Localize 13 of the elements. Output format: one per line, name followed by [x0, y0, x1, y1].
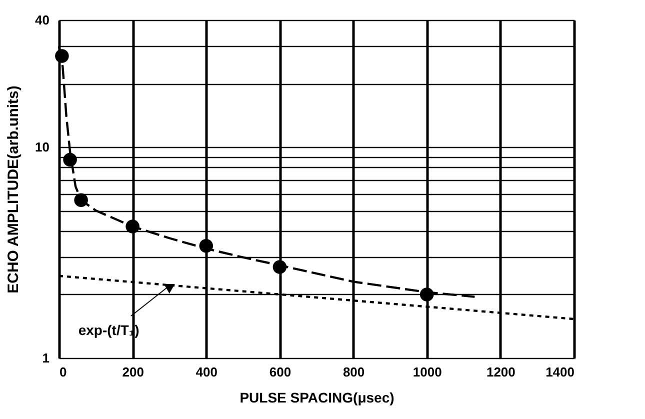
x-axis-title: PULSE SPACING(μsec) — [240, 390, 394, 406]
y-tick-label: 10 — [35, 140, 50, 155]
x-tick-label: 600 — [269, 364, 292, 380]
y-axis-title: ECHO AMPLITUDE(arb.units) — [5, 86, 22, 294]
x-tick-label: 0 — [60, 364, 67, 380]
y-tick-label: 1 — [42, 350, 50, 366]
y-tick-label: 40 — [35, 12, 50, 28]
x-tick-label: 800 — [342, 364, 365, 380]
x-tick-label: 400 — [196, 364, 218, 380]
x-tick-label: 1400 — [546, 364, 574, 380]
x-tick-label: 1200 — [486, 364, 516, 380]
x-tick-label: 200 — [122, 364, 144, 380]
x-tick-label: 1000 — [412, 364, 442, 380]
